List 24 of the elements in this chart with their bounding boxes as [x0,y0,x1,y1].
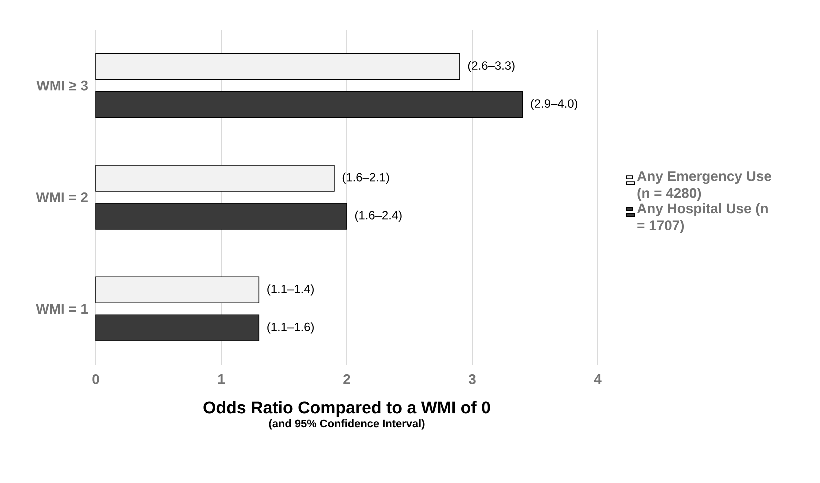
legend-label: Any Emergency Use (n = 4280) [637,172,772,201]
x-tick-label: 4 [594,374,602,384]
legend-label: Any Hospital Use (n = 1707) [637,203,768,234]
x-tick-label: 3 [468,374,476,384]
x-tick-label: 2 [344,374,350,384]
data-label: (1.1–1.4) [268,284,314,296]
data-label: (1.6–2.4) [355,210,402,222]
bar [96,203,348,230]
bar [96,53,460,80]
bar [96,276,260,304]
data-label: (1.6–2.1) [342,172,390,184]
y-tick-label: WMI = 2 [36,192,88,202]
y-tick-label: WMI = 1 [36,304,88,314]
bar [96,314,260,342]
bar [96,165,335,192]
x-tick-label: 0 [92,374,100,384]
y-tick-label: WMI ≥ 3 [36,80,88,91]
x-axis-title: Odds Ratio Compared to a WMI of 0 [204,401,490,418]
x-tick-label: 1 [218,374,226,384]
data-label: (2.6–3.3) [468,61,515,72]
text: (and 95% Confidence Interval) [269,420,425,430]
data-label: (2.9–4.0) [531,99,578,110]
data-label: (1.1–1.6) [268,322,314,334]
bar [96,91,524,118]
